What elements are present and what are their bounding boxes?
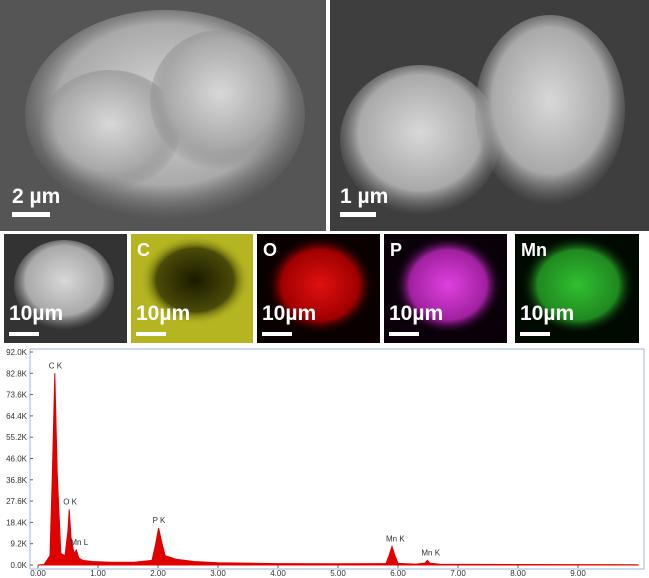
y-tick-label: 82.8K bbox=[6, 369, 28, 378]
x-tick-label: 9.00 bbox=[570, 569, 586, 578]
peak-label: Mn K bbox=[421, 548, 440, 557]
y-tick-label: 73.6K bbox=[6, 391, 28, 400]
scale-label: 10µm bbox=[520, 302, 574, 325]
scale-label: 2 µm bbox=[12, 185, 60, 208]
scale-label: 10µm bbox=[262, 302, 316, 325]
element-label: Mn bbox=[521, 240, 547, 260]
peak-label: Mn K bbox=[386, 534, 405, 543]
eds-map: 10µm bbox=[4, 234, 127, 343]
eds-map: P 10µm bbox=[384, 234, 507, 343]
spectrum-area bbox=[37, 373, 639, 566]
sem-panel: 1 µm bbox=[330, 0, 649, 231]
plot-frame bbox=[29, 348, 645, 570]
y-tick-label: 46.0K bbox=[6, 455, 28, 464]
spectrum: 0.0K 9.2K 18.4K 27.6K 36.8K 46.0K 55.2K 64.4K 73… bbox=[6, 348, 639, 578]
sem-panel: 2 µm bbox=[0, 0, 326, 231]
x-tick-label: 3.00 bbox=[210, 569, 226, 578]
y-tick-label: 27.6K bbox=[6, 497, 28, 506]
eds-map: O 10µm bbox=[257, 234, 380, 343]
scale-label: 10µm bbox=[136, 302, 190, 325]
x-tick-label: 7.00 bbox=[450, 569, 466, 578]
element-label: O bbox=[263, 240, 277, 260]
x-tick-label: 8.00 bbox=[510, 569, 526, 578]
x-tick-label: 5.00 bbox=[330, 569, 346, 578]
x-tick-label: 4.00 bbox=[270, 569, 286, 578]
peak-label: Mn L bbox=[70, 538, 88, 547]
y-tick-label: 36.8K bbox=[6, 476, 28, 485]
y-tick-label: 18.4K bbox=[6, 518, 28, 527]
element-label: P bbox=[390, 240, 402, 260]
y-tick-label: 9.2K bbox=[11, 540, 28, 549]
x-tick-label: 2.00 bbox=[150, 569, 166, 578]
scale-label: 10µm bbox=[389, 302, 443, 325]
eds-map: C 10µm bbox=[131, 234, 253, 343]
y-tick-label: 55.2K bbox=[6, 433, 28, 442]
y-tick-label: 0.0K bbox=[11, 561, 28, 570]
x-tick-label: 0.00 bbox=[30, 569, 46, 578]
x-tick-label: 1.00 bbox=[90, 569, 106, 578]
peak-label: O K bbox=[63, 497, 77, 506]
element-label: C bbox=[137, 240, 150, 260]
peak-label: C K bbox=[49, 361, 63, 370]
peak-label: P K bbox=[153, 516, 166, 525]
scale-label: 1 µm bbox=[340, 185, 388, 208]
eds-map: Mn 10µm bbox=[515, 234, 639, 343]
scale-label: 10µm bbox=[9, 302, 63, 325]
x-tick-label: 6.00 bbox=[390, 569, 406, 578]
y-tick-label: 92.0K bbox=[6, 348, 28, 357]
y-tick-label: 64.4K bbox=[6, 412, 28, 421]
